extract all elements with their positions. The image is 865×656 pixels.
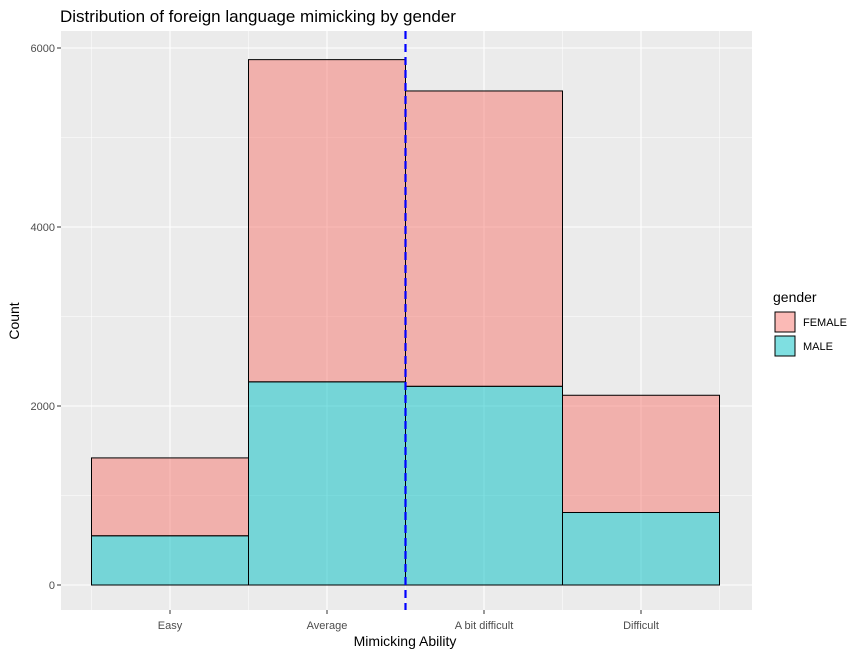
x-axis-title: Mimicking Ability (354, 633, 457, 649)
y-tick-label: 2000 (31, 401, 55, 413)
legend-swatch-female (774, 311, 796, 333)
legend-swatch-male (774, 335, 796, 357)
x-tick-label: Difficult (623, 620, 659, 632)
bar-male-easy (91, 535, 249, 586)
legend-title: gender (773, 289, 817, 305)
chart-title: Distribution of foreign language mimicki… (60, 7, 456, 26)
bar-male-a-bit-difficult (405, 385, 563, 586)
y-axis-title: Count (6, 302, 22, 339)
legend-label-male: MALE (803, 341, 833, 353)
bar-female-difficult (562, 394, 720, 514)
x-tick-label: Average (307, 620, 348, 632)
y-tick-label: 4000 (31, 222, 55, 234)
y-axis: 0 2000 4000 6000 (31, 43, 61, 592)
x-tick-label: A bit difficult (455, 620, 514, 632)
bars (91, 59, 720, 586)
x-axis: Easy Average A bit difficult Difficult (158, 610, 659, 632)
bar-male-average (248, 381, 406, 586)
legend-label-female: FEMALE (803, 317, 847, 329)
bar-male-difficult (562, 512, 720, 586)
y-tick-label: 0 (49, 580, 55, 592)
bar-female-average (248, 59, 406, 383)
legend: gender FEMALE MALE (773, 289, 847, 357)
bar-female-a-bit-difficult (405, 90, 563, 387)
bar-female-easy (91, 457, 249, 537)
x-tick-label: Easy (158, 620, 183, 632)
y-tick-label: 6000 (31, 43, 55, 55)
